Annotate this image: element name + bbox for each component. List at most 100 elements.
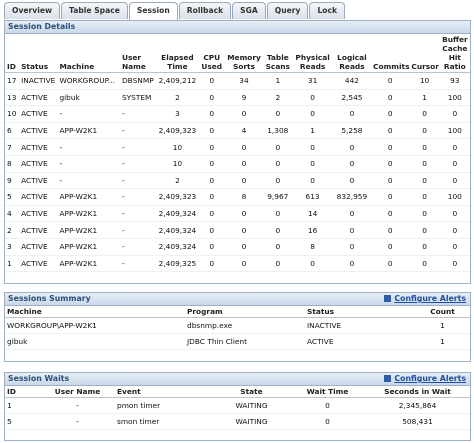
table-cell: 13 bbox=[5, 89, 20, 107]
table-cell: 0 bbox=[292, 105, 333, 123]
table-cell: 6 bbox=[5, 122, 20, 140]
column-header: ID bbox=[5, 386, 40, 398]
table-cell: 0 bbox=[371, 238, 410, 256]
table-cell: 0 bbox=[409, 155, 440, 173]
configure-alerts-link[interactable]: Configure Alerts bbox=[384, 293, 466, 305]
table-cell: - bbox=[119, 105, 157, 123]
table-cell: APP-W2K1 bbox=[57, 238, 120, 256]
tab[interactable]: SGA bbox=[232, 2, 266, 19]
table-cell: 0 bbox=[224, 238, 264, 256]
table-cell: 0 bbox=[332, 255, 372, 273]
table-cell: 0 bbox=[409, 188, 440, 206]
table-cell: 0 bbox=[409, 221, 440, 239]
table-cell: - bbox=[119, 188, 157, 206]
table-cell: 0 bbox=[263, 238, 293, 256]
table-cell: 0 bbox=[332, 221, 372, 239]
table-cell: 0 bbox=[224, 221, 264, 239]
table-cell: 0 bbox=[409, 105, 440, 123]
table-cell: 0 bbox=[290, 413, 365, 430]
table-cell: 0 bbox=[198, 205, 225, 223]
table-cell: pmon timer bbox=[115, 397, 213, 414]
table-cell: ACTIVE bbox=[19, 188, 58, 206]
table-cell: 9 bbox=[5, 172, 20, 190]
table-cell: 2,345,864 bbox=[365, 397, 470, 414]
section-header: Session Waits Configure Alerts bbox=[5, 373, 470, 386]
table-cell: 0 bbox=[198, 255, 225, 273]
configure-alerts-link[interactable]: Configure Alerts bbox=[384, 373, 466, 385]
tab[interactable]: Table Space bbox=[61, 2, 128, 19]
table-cell: 0 bbox=[409, 255, 440, 273]
table-cell: 0 bbox=[439, 255, 470, 273]
table-cell: 0 bbox=[290, 397, 365, 414]
table-cell: 0 bbox=[439, 105, 470, 123]
column-header: ID bbox=[5, 34, 20, 73]
table-cell: 0 bbox=[332, 205, 372, 223]
table-cell: 0 bbox=[409, 122, 440, 140]
tab[interactable]: Overview bbox=[4, 2, 61, 19]
column-header: Program bbox=[185, 306, 305, 318]
column-header: Wait Time bbox=[290, 386, 365, 398]
table-cell: ACTIVE bbox=[19, 138, 58, 156]
table-cell: APP-W2K1 bbox=[57, 188, 120, 206]
table-cell: 0 bbox=[263, 105, 293, 123]
table-cell: 0 bbox=[263, 255, 293, 273]
table-cell: 0 bbox=[263, 155, 293, 173]
tab[interactable]: Rollback bbox=[178, 2, 232, 19]
table-cell: 0 bbox=[224, 155, 264, 173]
table-cell: 0 bbox=[198, 138, 225, 156]
table-row: 5 ACTIVE APP-W2K1-2,409,323 0 8 9,967 613 832,9… bbox=[5, 188, 470, 206]
table-cell: 0 bbox=[439, 172, 470, 190]
table-cell: - bbox=[119, 221, 157, 239]
tab[interactable]: Session bbox=[128, 2, 178, 20]
table-cell: 4 bbox=[5, 205, 20, 223]
table-cell: WAITING bbox=[213, 413, 290, 430]
table-row: 3 ACTIVE APP-W2K1-2,409,324 0 0 0 8 0 0 0 0 bbox=[5, 238, 470, 256]
table-row: gibuk JDBC Thin Client ACTIVE 1 bbox=[5, 333, 470, 350]
table-cell: 0 bbox=[198, 172, 225, 190]
table-cell: 4 bbox=[224, 122, 264, 140]
column-header: Status bbox=[305, 306, 415, 318]
tab-bar: Overview Table Space Session Rollback SGA Que… bbox=[4, 2, 346, 20]
table-cell: gibuk bbox=[57, 89, 120, 107]
table-cell: ACTIVE bbox=[305, 333, 415, 350]
table-cell: ACTIVE bbox=[19, 105, 58, 123]
column-header: Logical Reads bbox=[332, 34, 372, 73]
table-cell: 0 bbox=[439, 205, 470, 223]
table-cell: gibuk bbox=[5, 333, 185, 350]
header-row: ID Status Machine User Name Elapsed Time CPU … bbox=[5, 34, 470, 73]
table-cell: 0 bbox=[263, 205, 293, 223]
table-cell: 0 bbox=[292, 172, 333, 190]
tab[interactable]: Query bbox=[266, 2, 309, 19]
table-cell: 0 bbox=[224, 205, 264, 223]
table-cell: 0 bbox=[371, 105, 410, 123]
table-cell: 31 bbox=[292, 72, 333, 90]
tab[interactable]: Lock bbox=[309, 2, 346, 19]
table-cell: 9,967 bbox=[263, 188, 293, 206]
table-cell: 0 bbox=[332, 105, 372, 123]
table-cell: 0 bbox=[371, 138, 410, 156]
column-header: Commits bbox=[371, 34, 409, 73]
table-cell: 0 bbox=[224, 172, 264, 190]
table-cell: - bbox=[119, 172, 157, 190]
section-header: Session Details bbox=[5, 21, 470, 34]
table-cell: 0 bbox=[371, 221, 410, 239]
table-cell: 0 bbox=[439, 138, 470, 156]
table-cell: DBSNMP bbox=[119, 72, 157, 90]
table-cell: ACTIVE bbox=[19, 205, 58, 223]
table-cell: 0 bbox=[371, 172, 410, 190]
table-cell: 14 bbox=[292, 205, 333, 223]
table-cell: 7 bbox=[5, 138, 20, 156]
header-row: ID User Name Event State Wait Time Seconds in… bbox=[5, 386, 470, 398]
table-cell: JDBC Thin Client bbox=[185, 333, 305, 350]
table-cell: 0 bbox=[198, 238, 225, 256]
table-cell: 0 bbox=[198, 188, 225, 206]
table-cell: WORKGROUP... bbox=[57, 72, 120, 90]
table-cell: 93 bbox=[439, 72, 470, 90]
table-row: 8 ACTIVE - -10 0 0 0 0 0 0 0 0 bbox=[5, 155, 470, 173]
table-cell: 3 bbox=[156, 105, 199, 123]
table-cell: 613 bbox=[292, 188, 333, 206]
table-cell: 0 bbox=[371, 188, 410, 206]
table-cell: 2,409,324 bbox=[156, 238, 199, 256]
table-row: 7 ACTIVE - -10 0 0 0 0 0 0 0 0 bbox=[5, 138, 470, 156]
table-cell: 0 bbox=[198, 221, 225, 239]
